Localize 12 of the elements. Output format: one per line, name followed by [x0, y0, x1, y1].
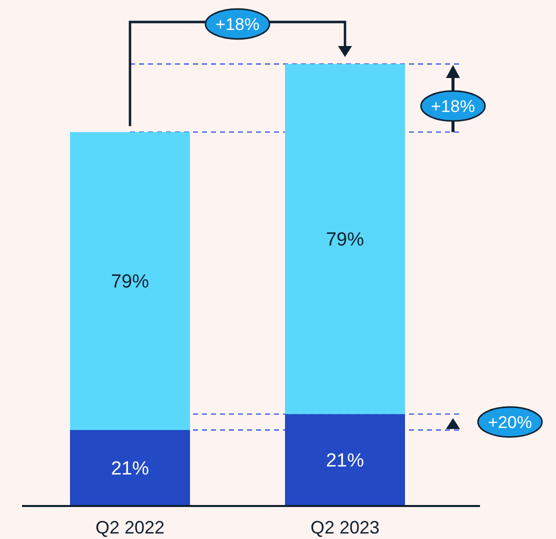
bar: [70, 132, 190, 430]
annotation: +18%: [431, 96, 475, 116]
x-tick-label: Q2 2022: [95, 517, 165, 538]
bar: [70, 430, 190, 506]
text: +20%: [488, 412, 532, 432]
annotation: 79%: [110, 272, 150, 293]
bar: [285, 414, 405, 506]
annotation: 21%: [110, 458, 150, 480]
x-tick-label: Q2 2023: [310, 517, 380, 538]
annotation: 79%: [326, 230, 364, 251]
annotation: 21%: [326, 450, 364, 472]
text: +18%: [216, 14, 260, 34]
